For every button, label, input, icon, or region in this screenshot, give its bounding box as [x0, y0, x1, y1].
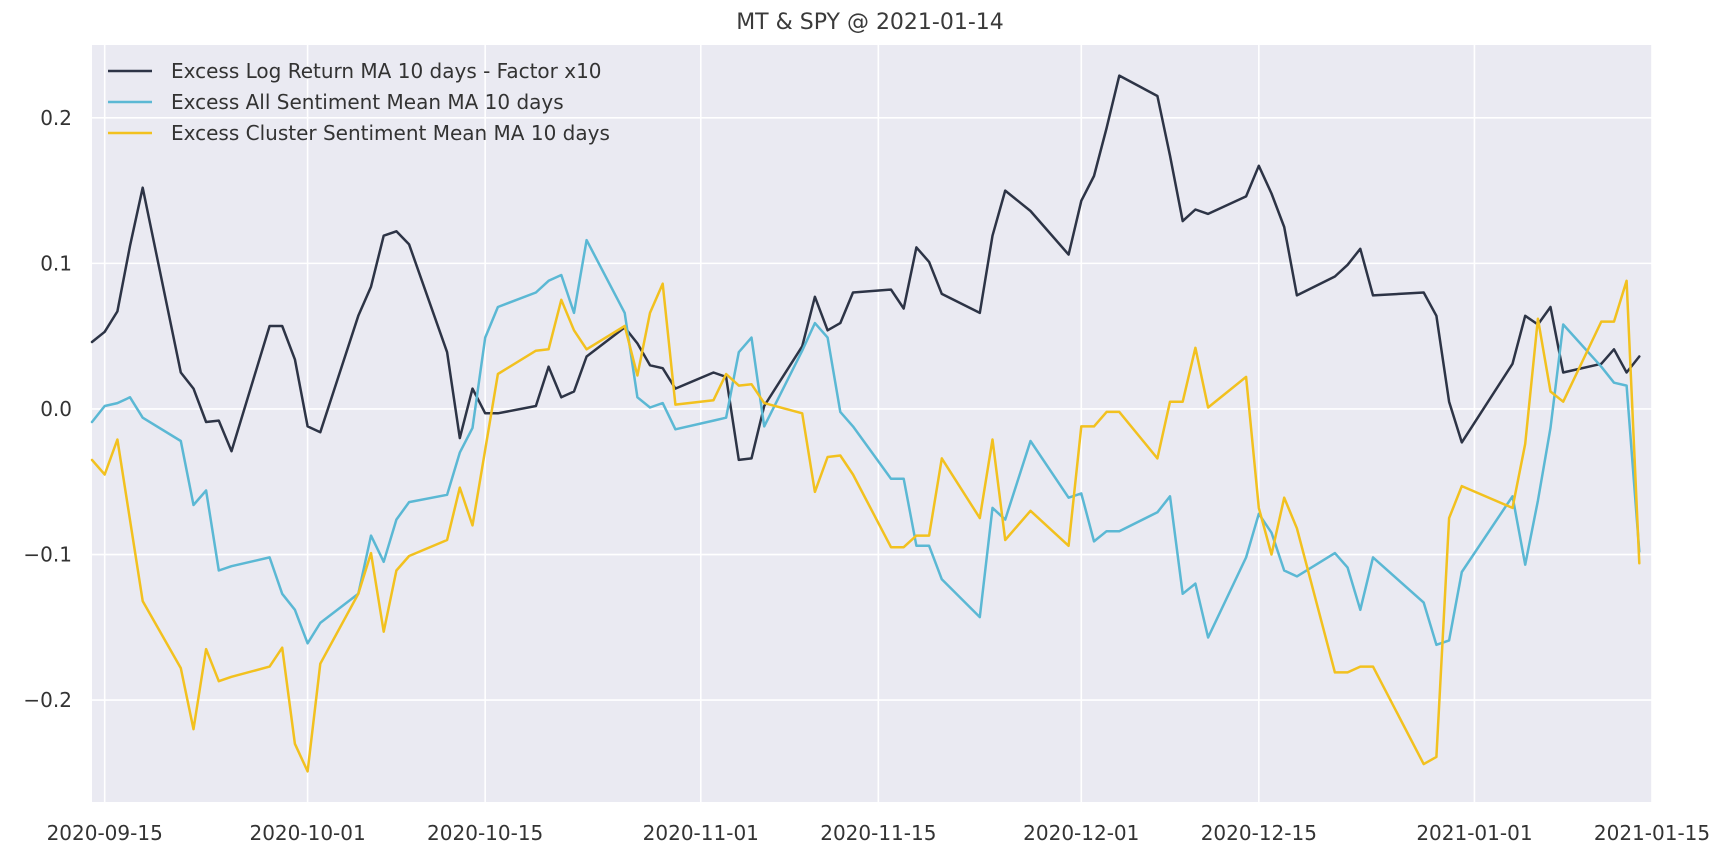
x-tick-label: 2020-12-15 — [1201, 821, 1317, 845]
y-tick-label: 0.2 — [40, 106, 72, 130]
series-line-1 — [90, 74, 1641, 462]
x-tick-label: 2020-09-15 — [47, 821, 163, 845]
x-tick-label: 2020-10-15 — [427, 821, 543, 845]
series-lines — [90, 74, 1641, 773]
x-tick-label: 2020-10-01 — [249, 821, 365, 845]
legend-label: Excess Cluster Sentiment Mean MA 10 days — [171, 121, 610, 145]
x-tick-label: 2021-01-15 — [1594, 821, 1710, 845]
grid — [92, 45, 1653, 802]
y-tick-label: −0.2 — [23, 688, 72, 712]
x-tick-label: 2021-01-01 — [1416, 821, 1532, 845]
y-tick-label: 0.1 — [40, 251, 72, 275]
series-line-3 — [90, 279, 1641, 773]
y-axis-ticks: 0.2 0.1 0.0 −0.1 −0.2 — [23, 106, 72, 712]
chart-title: MT & SPY @ 2021-01-14 — [736, 10, 1004, 35]
legend-label: Excess All Sentiment Mean MA 10 days — [171, 90, 564, 114]
legend-label: Excess Log Return MA 10 days - Factor x1… — [171, 59, 602, 83]
x-tick-label: 2020-11-01 — [643, 821, 759, 845]
y-tick-label: −0.1 — [23, 543, 72, 567]
plot-area — [90, 45, 1653, 802]
series-line-2 — [90, 238, 1641, 647]
x-tick-label: 2020-12-01 — [1023, 821, 1139, 845]
legend: Excess Log Return MA 10 days - Factor x1… — [108, 59, 610, 145]
x-axis-ticks: 2020-09-15 2020-10-01 2020-10-15 2020-11-01… — [47, 821, 1711, 845]
plot-background — [92, 45, 1652, 802]
y-tick-label: 0.0 — [40, 397, 72, 421]
x-tick-label: 2020-11-15 — [820, 821, 936, 845]
